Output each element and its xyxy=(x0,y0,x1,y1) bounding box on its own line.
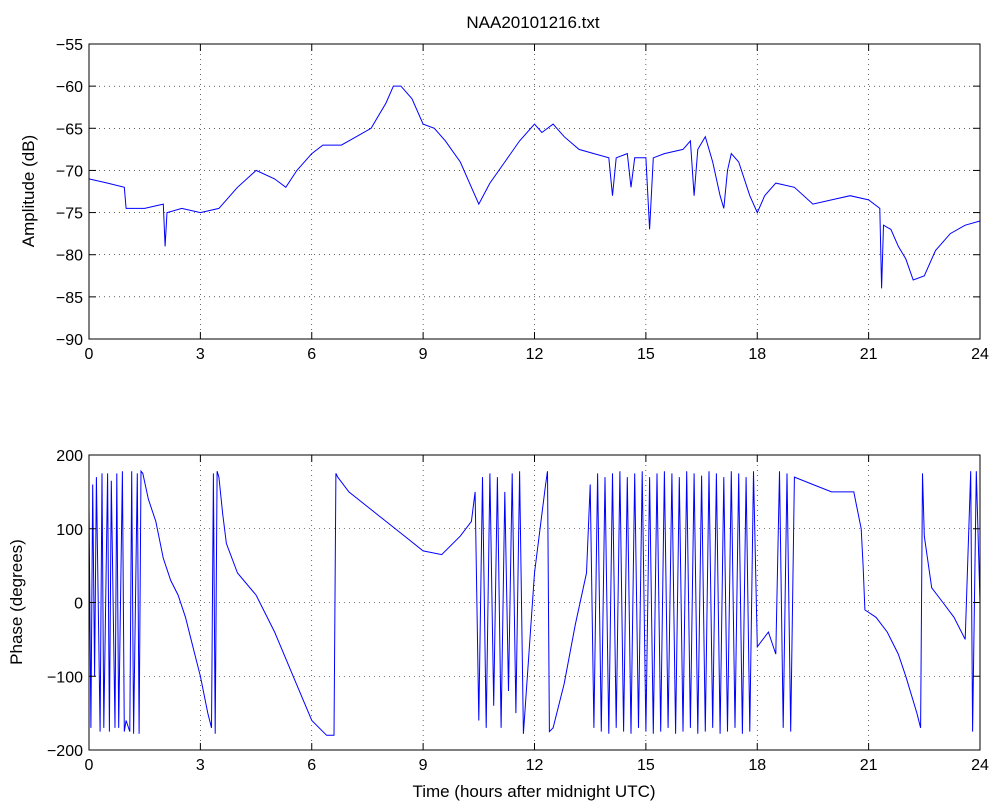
amplitude-grid xyxy=(89,44,980,339)
amplitude-y-tick-label: −55 xyxy=(56,37,83,54)
amplitude-x-tick-label: 24 xyxy=(971,346,989,363)
amplitude-x-tick-label: 6 xyxy=(307,346,316,363)
phase-x-tick-label: 6 xyxy=(307,757,316,774)
phase-grid xyxy=(89,455,980,750)
phase-y-tick-label: 100 xyxy=(56,522,83,539)
phase-x-tick-label: 18 xyxy=(748,757,766,774)
amplitude-series-line xyxy=(88,85,981,289)
amplitude-x-tick-label: 15 xyxy=(637,346,655,363)
phase-x-tick-label: 12 xyxy=(526,757,544,774)
chart-title: NAA20101216.txt xyxy=(466,13,600,32)
amplitude-x-tick-label: 18 xyxy=(748,346,766,363)
phase-y-tick-label: 200 xyxy=(56,448,83,465)
phase-x-tick-label: 0 xyxy=(85,757,94,774)
phase-y-axis-label: Phase (degrees) xyxy=(7,539,26,665)
amplitude-y-axis-label: Amplitude (dB) xyxy=(19,135,38,247)
amplitude-x-tick-label: 21 xyxy=(860,346,878,363)
phase-x-tick-label: 21 xyxy=(860,757,878,774)
amplitude-y-tick-label: −60 xyxy=(56,79,83,96)
phase-ticks: 0 3 6 9 12 15 18 21 24 200 100 0 −100 −200 xyxy=(47,448,989,774)
phase-y-tick-label: 0 xyxy=(74,596,83,613)
phase-x-tick-label: 24 xyxy=(971,757,989,774)
amplitude-y-tick-label: −90 xyxy=(56,332,83,349)
amplitude-x-tick-label: 9 xyxy=(419,346,428,363)
phase-panel: 0 3 6 9 12 15 18 21 24 200 100 0 −100 −200 Phase (deg… xyxy=(7,448,989,801)
amplitude-x-tick-label: 3 xyxy=(196,346,205,363)
amplitude-y-tick-label: −65 xyxy=(56,121,83,138)
amplitude-y-tick-label: −85 xyxy=(56,290,83,307)
x-axis-label: Time (hours after midnight UTC) xyxy=(412,782,655,801)
phase-x-tick-label: 3 xyxy=(196,757,205,774)
phase-y-tick-label: −200 xyxy=(47,743,83,760)
amplitude-panel: NAA20101216.txt 0 3 6 9 12 15 18 21 24 −55 −60 −65 −… xyxy=(19,13,989,363)
amplitude-y-tick-label: −75 xyxy=(56,206,83,223)
phase-x-tick-label: 15 xyxy=(637,757,655,774)
phase-series-line xyxy=(88,469,981,736)
phase-y-tick-label: −100 xyxy=(47,669,83,686)
amplitude-x-tick-label: 12 xyxy=(526,346,544,363)
amplitude-y-tick-label: −80 xyxy=(56,248,83,265)
phase-x-tick-label: 9 xyxy=(419,757,428,774)
amplitude-x-tick-label: 0 xyxy=(85,346,94,363)
amplitude-ticks: 0 3 6 9 12 15 18 21 24 −55 −60 −65 −70 −75 −80 −85 −90 xyxy=(56,37,989,363)
amplitude-y-tick-label: −70 xyxy=(56,163,83,180)
